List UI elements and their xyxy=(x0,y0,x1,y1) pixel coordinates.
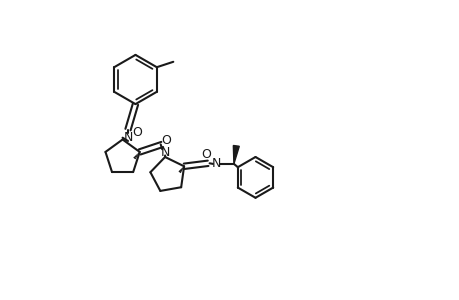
Text: O: O xyxy=(161,134,171,147)
Text: N: N xyxy=(160,146,169,159)
Text: O: O xyxy=(201,148,211,161)
Polygon shape xyxy=(233,146,239,164)
Text: N: N xyxy=(123,130,132,144)
Text: N: N xyxy=(211,158,221,170)
Text: O: O xyxy=(132,126,142,139)
